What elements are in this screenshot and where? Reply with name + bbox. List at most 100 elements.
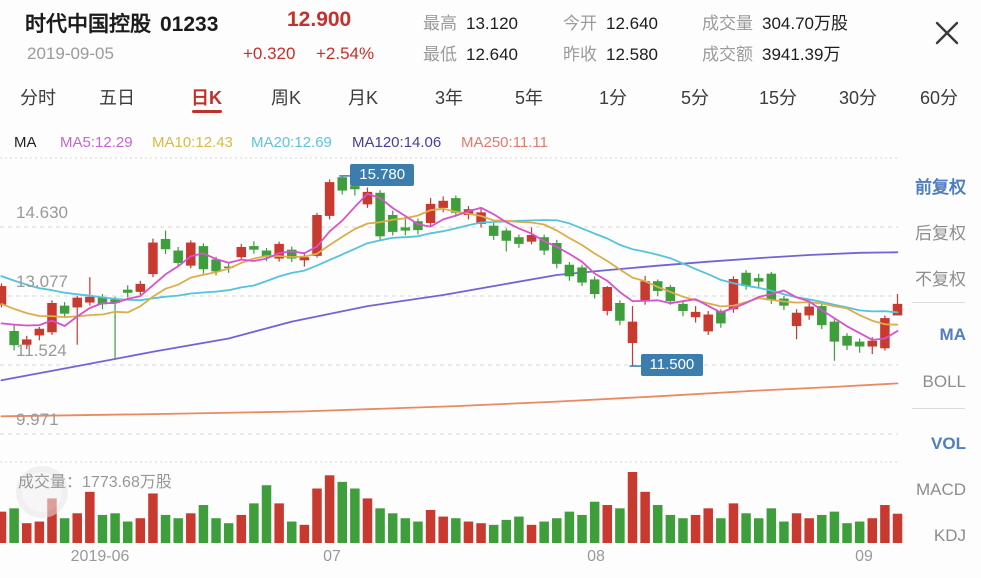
volume-bar <box>640 491 650 543</box>
volume-bar <box>287 521 297 543</box>
tab-月K[interactable]: 月K <box>348 88 379 108</box>
sidebar-item-VOL[interactable]: VOL <box>931 434 966 453</box>
volume-bar <box>350 488 360 543</box>
candle <box>47 302 57 333</box>
volume-bar <box>564 511 575 543</box>
candle <box>400 227 411 231</box>
volume-readout: 成交量：1773.68万股 <box>18 468 172 492</box>
sidebar-item-MA[interactable]: MA <box>939 325 966 344</box>
candle <box>324 182 335 216</box>
volume-bar <box>665 514 676 543</box>
volume-bar <box>160 514 171 543</box>
tab-30分[interactable]: 30分 <box>839 88 878 108</box>
candle <box>34 328 45 336</box>
candle <box>59 305 70 314</box>
sidebar-item-不复权[interactable]: 不复权 <box>915 270 966 289</box>
tab-分时[interactable]: 分时 <box>20 88 56 108</box>
volume-bar <box>34 521 45 543</box>
candle <box>817 306 827 326</box>
volume-bar <box>72 513 82 543</box>
legend-MA250: MA250:11.11 <box>461 134 549 151</box>
volume-bar <box>804 518 814 543</box>
tab-60分[interactable]: 60分 <box>920 88 959 108</box>
volume-bar <box>627 472 638 543</box>
candle <box>135 283 146 292</box>
candle <box>299 257 310 261</box>
ma120-line <box>0 251 899 382</box>
sidebar-item-KDJ[interactable]: KDJ <box>933 526 966 545</box>
tab-日K[interactable]: 日K <box>191 84 222 113</box>
tab-5年[interactable]: 5年 <box>515 88 544 108</box>
candle <box>665 286 676 302</box>
volume-bar <box>211 518 221 543</box>
volume-bar <box>552 518 562 543</box>
candle <box>97 297 108 305</box>
candle <box>577 267 587 283</box>
candle <box>703 314 713 332</box>
y-axis-label: 13.077 <box>16 271 68 291</box>
candle <box>690 311 701 318</box>
candle <box>892 303 903 316</box>
volume-bar <box>122 521 133 543</box>
tab-周K[interactable]: 周K <box>271 88 302 108</box>
ma-short-lines <box>0 192 899 341</box>
price-change: +0.320 <box>243 44 296 63</box>
candle <box>122 289 133 293</box>
candle <box>678 303 688 311</box>
stat-昨收: 昨收 12.580 <box>563 45 658 64</box>
volume-label: 成交量： <box>18 474 83 491</box>
candle <box>615 302 625 321</box>
candle <box>350 186 360 190</box>
volume-bar <box>110 513 120 543</box>
y-axis-label: 14.630 <box>16 203 68 222</box>
candle <box>9 330 19 346</box>
candle <box>501 230 512 241</box>
volume-bar <box>652 505 663 543</box>
candle <box>72 297 82 308</box>
candle <box>640 281 650 302</box>
x-axis-label: 08 <box>587 548 605 565</box>
tab-5分[interactable]: 5分 <box>681 88 710 108</box>
volume-bar <box>501 519 512 543</box>
volume-bar <box>854 521 865 543</box>
volume-bar <box>463 521 474 543</box>
volume-bar <box>741 513 751 543</box>
volume-bar <box>21 523 32 543</box>
candle <box>880 318 890 349</box>
candle <box>21 339 32 345</box>
candle <box>766 273 777 301</box>
active-tab-underline <box>191 110 222 113</box>
tab-15分[interactable]: 15分 <box>759 88 798 108</box>
candle <box>602 286 613 311</box>
sidebar-item-BOLL[interactable]: BOLL <box>922 372 966 391</box>
sidebar-item-后复权[interactable]: 后复权 <box>915 224 966 243</box>
sidebar-item-前复权[interactable]: 前复权 <box>915 178 966 197</box>
candle <box>337 177 347 191</box>
volume-bar <box>703 508 713 543</box>
tab-3年[interactable]: 3年 <box>435 88 464 108</box>
volume-bar <box>842 523 852 543</box>
volume-bar <box>716 518 726 543</box>
sidebar-divider <box>912 408 965 409</box>
price-badge-11.500: 11.500 <box>640 354 704 377</box>
tab-五日[interactable]: 五日 <box>99 88 135 108</box>
candle <box>198 246 209 270</box>
volume-bar <box>867 518 878 543</box>
volume-bar <box>236 514 247 543</box>
sidebar-item-MACD[interactable]: MACD <box>915 480 966 499</box>
volume-bar <box>476 523 486 543</box>
close-button[interactable] <box>933 19 961 47</box>
candle <box>589 279 600 295</box>
candle <box>413 221 423 231</box>
volume-bar <box>589 501 600 543</box>
candle <box>716 310 726 324</box>
tab-1分[interactable]: 1分 <box>599 88 628 108</box>
volume-bar <box>312 488 322 543</box>
x-axis-label: 2019-06 <box>70 548 130 565</box>
candle <box>741 272 751 287</box>
volume-value: 1773.68万股 <box>82 474 172 491</box>
volume-bar <box>728 503 739 543</box>
volume-bar <box>678 518 688 543</box>
sidebar-divider <box>912 302 965 303</box>
